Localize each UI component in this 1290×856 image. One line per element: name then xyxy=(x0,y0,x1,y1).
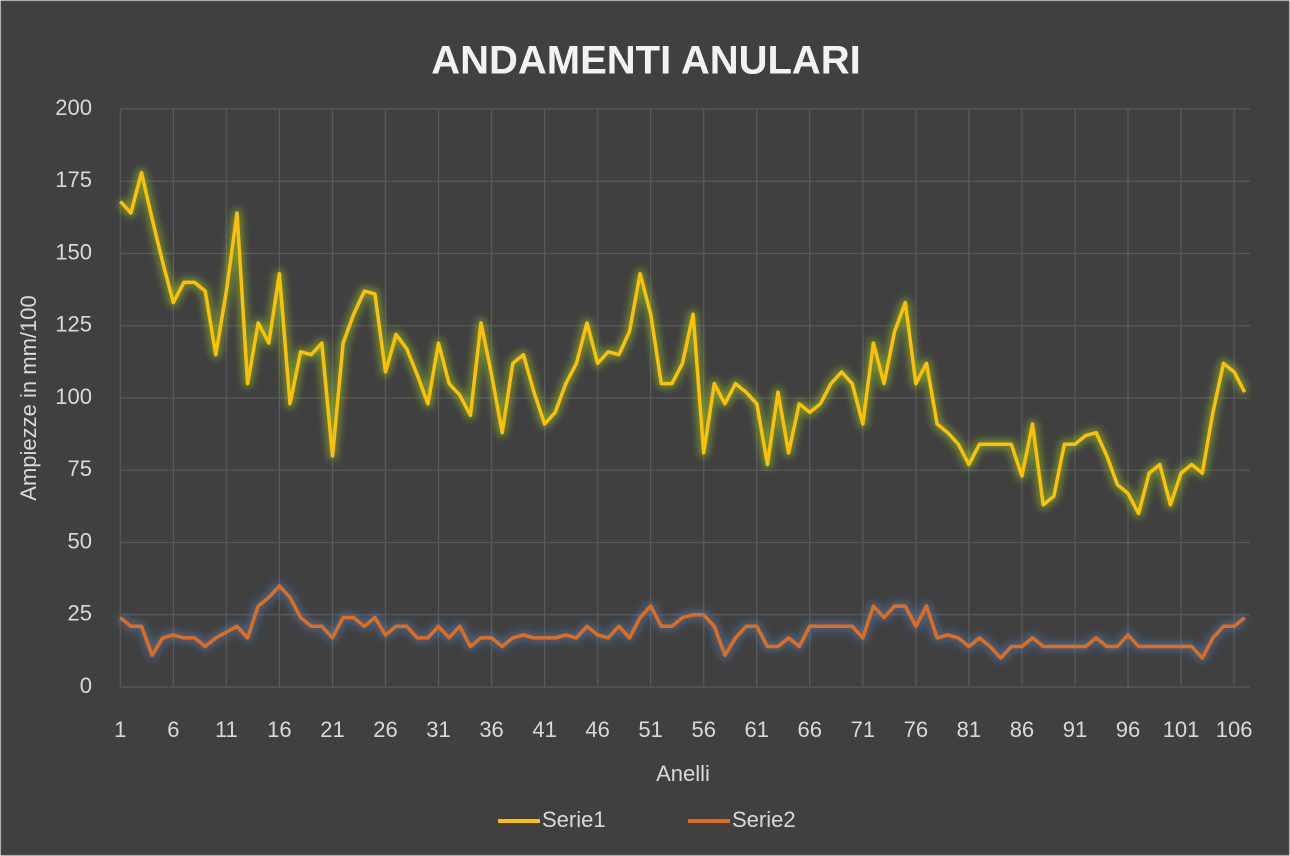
chart-title: ANDAMENTI ANULARI xyxy=(431,39,861,83)
y-tick-label: 200 xyxy=(55,95,92,120)
y-tick-label: 25 xyxy=(68,601,92,626)
y-tick-label: 100 xyxy=(55,384,92,409)
x-axis-label: Anelli xyxy=(656,761,710,786)
line xyxy=(119,584,1246,660)
y-tick-label: 175 xyxy=(55,167,92,192)
x-tick-label: 26 xyxy=(373,717,397,742)
line xyxy=(119,170,1247,516)
x-tick-label: 56 xyxy=(691,717,715,742)
y-axis-label: Ampiezze in mm/100 xyxy=(16,295,41,500)
y-tick-label: 125 xyxy=(55,312,92,337)
x-tick-label: 1 xyxy=(114,717,126,742)
x-tick-label: 51 xyxy=(638,717,662,742)
x-tick-label: 86 xyxy=(1010,717,1034,742)
x-tick-label: 66 xyxy=(798,717,822,742)
x-tick-label: 36 xyxy=(479,717,503,742)
y-tick-label: 0 xyxy=(80,673,92,698)
x-tick-label: 11 xyxy=(215,717,238,742)
y-tick-label: 75 xyxy=(68,456,92,481)
x-tick-label: 6 xyxy=(167,717,179,742)
x-tick-label: 81 xyxy=(957,717,981,742)
y-tick-label: 150 xyxy=(55,239,92,264)
x-tick-label: 21 xyxy=(320,717,344,742)
x-tick-label: 61 xyxy=(745,717,769,742)
legend-label: Serie2 xyxy=(732,807,796,832)
x-tick-label: 76 xyxy=(904,717,928,742)
x-tick-label: 106 xyxy=(1216,717,1253,742)
x-tick-label: 31 xyxy=(426,717,450,742)
x-tick-label: 16 xyxy=(267,717,291,742)
x-tick-label: 41 xyxy=(532,717,556,742)
x-tick-label: 46 xyxy=(585,717,609,742)
x-tick-label: 101 xyxy=(1163,717,1200,742)
x-tick-label: 91 xyxy=(1063,717,1087,742)
y-tick-label: 50 xyxy=(68,528,92,553)
x-tick-label: 71 xyxy=(851,717,875,742)
x-tick-label: 96 xyxy=(1116,717,1140,742)
legend-label: Serie1 xyxy=(542,807,606,832)
